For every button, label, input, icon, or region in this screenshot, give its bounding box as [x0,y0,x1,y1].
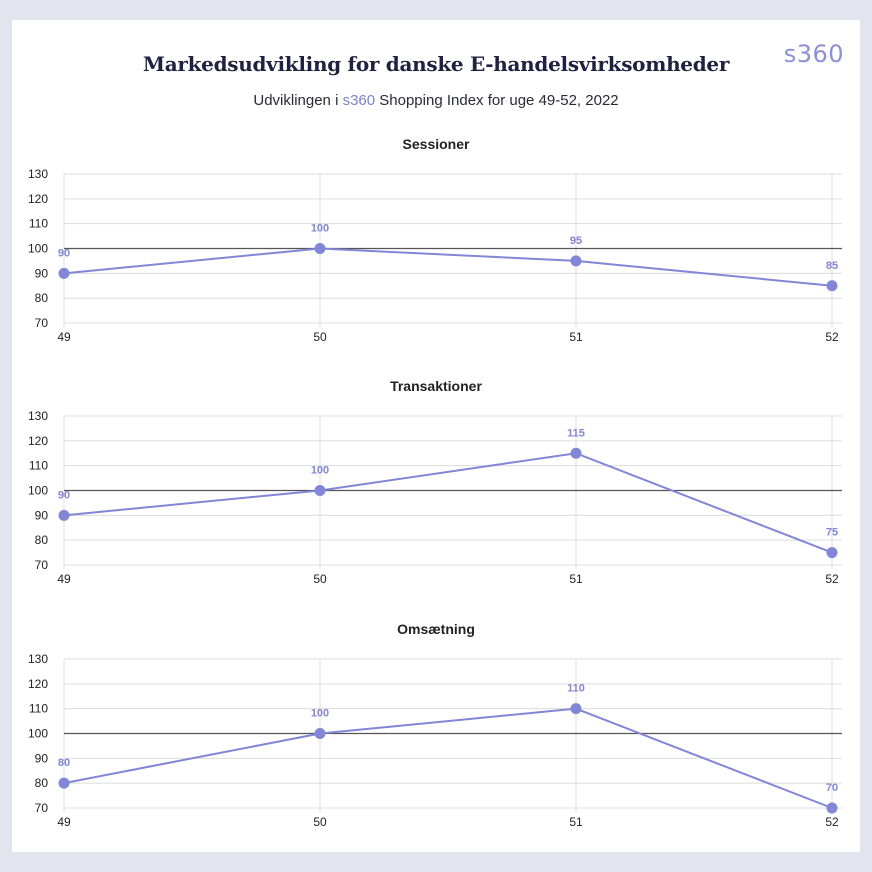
data-label: 70 [826,782,838,794]
data-label: 85 [826,260,838,272]
y-tick-label: 120 [28,192,48,206]
x-tick-label: 49 [57,572,71,586]
data-point [826,280,838,292]
series-line [63,707,833,809]
x-tick-label: 52 [825,330,839,344]
data-label: 100 [311,708,329,720]
chart-title: Sessioner [403,136,470,152]
data-label: 100 [311,223,329,235]
x-tick-label: 52 [825,572,839,586]
y-tick-label: 80 [35,533,49,547]
x-tick-label: 51 [569,572,583,586]
data-label: 80 [58,757,70,769]
data-label: 75 [826,527,838,539]
data-label: 115 [567,427,585,439]
y-tick-label: 110 [29,702,48,716]
chart-title: Transaktioner [390,378,482,394]
y-tick-label: 80 [35,776,49,790]
y-tick-label: 70 [35,316,49,330]
y-tick-label: 90 [35,508,49,522]
y-tick-label: 90 [35,751,49,765]
x-tick-label: 50 [313,572,327,586]
y-tick-label: 90 [35,266,49,280]
x-tick-label: 49 [57,330,71,344]
x-tick-label: 52 [825,815,839,829]
data-point [570,703,582,715]
data-label: 100 [311,465,329,477]
y-tick-label: 100 [28,727,48,741]
y-tick-label: 110 [29,459,48,473]
chart-card: Markedsudvikling for danske E-handelsvir… [12,20,860,852]
chart-title: Omsætning [397,621,475,637]
y-tick-label: 80 [35,291,49,305]
y-tick-label: 130 [28,652,48,666]
s360-logo: s360 [783,40,844,68]
y-tick-label: 130 [28,409,48,423]
data-label: 90 [58,247,70,259]
y-tick-label: 120 [28,677,48,691]
data-point [314,485,326,496]
x-tick-label: 51 [569,330,583,344]
y-tick-label: 100 [28,242,48,256]
subtitle-brand: s360 [342,92,376,109]
series-line [63,247,833,287]
y-tick-label: 70 [35,558,49,572]
series-line [63,452,833,554]
y-tick-label: 110 [29,217,48,231]
data-point [58,509,70,521]
y-tick-label: 120 [28,434,48,448]
subtitle-prefix: Udviklingen i [253,92,343,109]
data-point [314,728,326,739]
data-point [58,267,70,279]
data-label: 110 [567,683,585,695]
data-point [314,243,326,254]
data-point [570,447,582,459]
page-title: Markedsudvikling for danske E-handelsvir… [142,52,730,76]
x-tick-label: 49 [57,815,71,829]
data-point [58,777,70,789]
y-tick-label: 70 [35,801,49,815]
y-tick-label: 100 [28,484,48,498]
data-point [826,802,838,814]
y-tick-label: 130 [28,167,48,181]
data-label: 90 [58,489,70,501]
page-subtitle: Udviklingen i s360 Shopping Index for ug… [12,92,860,109]
data-point [826,547,838,559]
x-tick-label: 51 [569,815,583,829]
subtitle-suffix: Shopping Index for uge 49-52, 2022 [375,92,619,109]
data-point [570,255,582,267]
x-tick-label: 50 [313,815,327,829]
data-label: 95 [570,235,582,247]
x-tick-label: 50 [313,330,327,344]
